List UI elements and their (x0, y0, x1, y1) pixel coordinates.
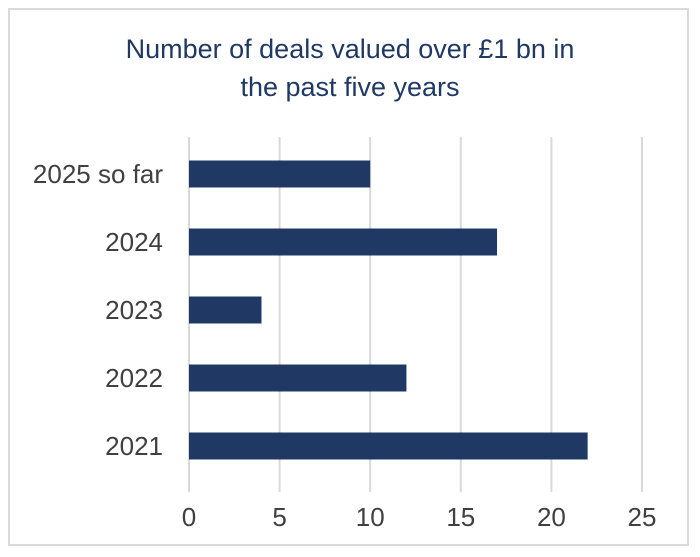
y-tick-label: 2024 (105, 227, 163, 257)
x-tick-label: 5 (272, 502, 286, 532)
chart-title: Number of deals valued over £1 bn in the… (0, 30, 700, 106)
y-tick-label: 2025 so far (33, 159, 163, 189)
y-tick-label: 2022 (105, 363, 163, 393)
bars (189, 160, 588, 460)
x-tick-label: 20 (537, 502, 566, 532)
bar-2021 (189, 432, 588, 460)
chart-title-line-1: Number of deals valued over £1 bn in (125, 34, 575, 64)
bar-2022 (189, 364, 407, 392)
x-tick-label: 15 (446, 502, 475, 532)
chart-title-line-2: the past five years (240, 72, 460, 102)
x-tick-label: 25 (628, 502, 657, 532)
y-tick-label: 2023 (105, 295, 163, 325)
y-tick-label: 2021 (105, 431, 163, 461)
x-tick-label: 10 (356, 502, 385, 532)
bar-2025-so-far (189, 160, 371, 188)
bar-2023 (189, 296, 262, 324)
x-axis-labels: 0 5 10 15 20 25 (182, 502, 657, 532)
x-tick-label: 0 (182, 502, 196, 532)
bar-2024 (189, 228, 498, 256)
y-axis-labels: 2025 so far 2024 2023 2022 2021 (33, 159, 163, 461)
